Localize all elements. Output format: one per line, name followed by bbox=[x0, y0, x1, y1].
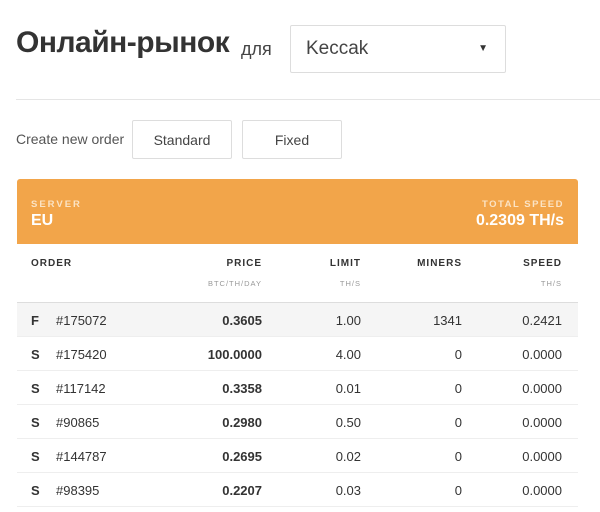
server-header: SERVER EU TOTAL SPEED 0.2309 TH/s bbox=[17, 179, 578, 244]
order-price: 0.2980 bbox=[222, 415, 262, 430]
order-speed: 0.2421 bbox=[522, 313, 562, 328]
order-speed: 0.0000 bbox=[522, 381, 562, 396]
orders-card: SERVER EU TOTAL SPEED 0.2309 TH/s ORDER … bbox=[17, 179, 578, 507]
order-price: 0.3358 bbox=[222, 381, 262, 396]
standard-order-button[interactable]: Standard bbox=[132, 120, 232, 159]
table-row[interactable]: S #117142 0.3358 0.01 0 0.0000 bbox=[17, 371, 578, 405]
col-speed: SPEED bbox=[523, 258, 562, 269]
order-type: S bbox=[31, 415, 40, 430]
order-speed: 0.0000 bbox=[522, 347, 562, 362]
algorithm-select[interactable]: Keccak ▼ bbox=[290, 25, 506, 73]
order-type: S bbox=[31, 347, 40, 362]
order-speed: 0.0000 bbox=[522, 415, 562, 430]
order-limit: 0.50 bbox=[335, 415, 361, 430]
table-row[interactable]: S #175420 100.0000 4.00 0 0.0000 bbox=[17, 337, 578, 371]
divider bbox=[16, 99, 600, 100]
order-id: #117142 bbox=[56, 381, 106, 396]
order-limit: 0.01 bbox=[335, 381, 361, 396]
col-miners: MINERS bbox=[417, 258, 462, 269]
col-limit: LIMIT bbox=[329, 258, 361, 269]
order-limit: 1.00 bbox=[335, 313, 361, 328]
table-row[interactable]: S #144787 0.2695 0.02 0 0.0000 bbox=[17, 439, 578, 473]
table-row[interactable]: S #98395 0.2207 0.03 0 0.0000 bbox=[17, 473, 578, 507]
table-row[interactable]: F #175072 0.3605 1.00 1341 0.2421 bbox=[17, 303, 578, 337]
algorithm-value: Keccak bbox=[306, 38, 369, 59]
order-id: #175072 bbox=[56, 313, 107, 328]
price-unit: BTC/TH/DAY bbox=[207, 279, 262, 288]
order-type: S bbox=[31, 449, 40, 464]
order-limit: 0.02 bbox=[335, 449, 361, 464]
order-speed: 0.0000 bbox=[522, 483, 562, 498]
server-label: SERVER bbox=[31, 199, 82, 210]
table-header: ORDER PRICE LIMIT MINERS SPEED BTC/TH/DA… bbox=[17, 244, 578, 303]
order-speed: 0.0000 bbox=[522, 449, 562, 464]
create-order-label: Create new order bbox=[16, 131, 125, 147]
table-row[interactable]: S #90865 0.2980 0.50 0 0.0000 bbox=[17, 405, 578, 439]
caret-down-icon: ▼ bbox=[478, 43, 488, 54]
page-title: Онлайн-рынок bbox=[16, 26, 230, 59]
order-type: S bbox=[31, 483, 40, 498]
order-miners: 0 bbox=[454, 347, 462, 362]
limit-unit: TH/S bbox=[339, 279, 361, 288]
order-id: #90865 bbox=[56, 415, 100, 430]
col-order: ORDER bbox=[31, 258, 73, 269]
order-id: #98395 bbox=[56, 483, 100, 498]
order-id: #175420 bbox=[56, 347, 107, 362]
fixed-order-button[interactable]: Fixed bbox=[242, 120, 342, 159]
order-miners: 0 bbox=[454, 415, 462, 430]
order-miners: 1341 bbox=[433, 313, 462, 328]
col-price: PRICE bbox=[226, 258, 262, 269]
order-limit: 0.03 bbox=[335, 483, 361, 498]
order-type: F bbox=[31, 313, 39, 328]
speed-unit: TH/S bbox=[540, 279, 562, 288]
for-label: для bbox=[241, 39, 272, 59]
total-speed-label: TOTAL SPEED bbox=[482, 199, 564, 210]
order-miners: 0 bbox=[454, 483, 462, 498]
order-type: S bbox=[31, 381, 40, 396]
order-id: #144787 bbox=[56, 449, 107, 464]
order-price: 0.2207 bbox=[222, 483, 262, 498]
order-miners: 0 bbox=[454, 449, 462, 464]
server-value: EU bbox=[31, 212, 54, 229]
order-miners: 0 bbox=[454, 381, 462, 396]
order-limit: 4.00 bbox=[335, 347, 361, 362]
total-speed-value: 0.2309 TH/s bbox=[475, 212, 564, 229]
order-price: 0.2695 bbox=[222, 449, 262, 464]
order-price: 100.0000 bbox=[207, 347, 262, 362]
order-price: 0.3605 bbox=[222, 313, 262, 328]
